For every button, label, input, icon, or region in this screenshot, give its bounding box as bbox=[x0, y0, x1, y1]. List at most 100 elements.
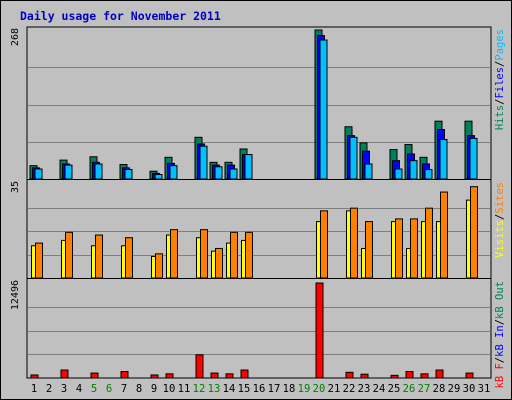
y-max-label: 12496 bbox=[10, 280, 21, 310]
legend: Hits/Files/Pages bbox=[494, 29, 506, 130]
x-tick-label: 13 bbox=[208, 383, 221, 395]
bar-sites bbox=[365, 221, 373, 279]
x-tick-label: 19 bbox=[298, 383, 311, 395]
legend-entry: Sites bbox=[494, 182, 506, 214]
legend: Visits/Sites bbox=[494, 182, 506, 258]
x-tick-label: 23 bbox=[358, 383, 371, 395]
legend: kB F/kB In/kB Out bbox=[494, 281, 506, 389]
legend-entry: / bbox=[494, 357, 506, 363]
bar-sites bbox=[155, 253, 163, 279]
bar-sites bbox=[425, 207, 433, 279]
legend-entry: Visits bbox=[494, 220, 506, 258]
x-tick-label: 12 bbox=[193, 383, 206, 395]
x-tick-label: 24 bbox=[373, 383, 386, 395]
x-tick-label: 15 bbox=[238, 383, 251, 395]
legend-entry: Hits bbox=[494, 105, 506, 130]
x-tick-label: 11 bbox=[178, 383, 191, 395]
x-tick-label: 17 bbox=[268, 383, 281, 395]
x-tick-label: 31 bbox=[478, 383, 491, 395]
bar-sites bbox=[200, 229, 208, 279]
x-tick-label: 20 bbox=[313, 383, 326, 395]
bar-sites bbox=[125, 237, 133, 279]
bar-pages bbox=[424, 169, 433, 180]
legend-entry: kB F bbox=[494, 363, 506, 388]
x-tick-label: 29 bbox=[448, 383, 461, 395]
bar-sites bbox=[65, 231, 73, 279]
x-tick-label: 18 bbox=[283, 383, 296, 395]
bar-sites bbox=[350, 207, 358, 279]
bar-pages bbox=[349, 136, 358, 180]
bar-kb-f bbox=[150, 374, 159, 379]
bar-pages bbox=[319, 39, 328, 180]
bar-sites bbox=[440, 191, 448, 279]
bar-pages bbox=[94, 163, 103, 180]
x-tick-label: 3 bbox=[61, 383, 67, 395]
bar-kb-f bbox=[345, 371, 354, 379]
x-tick-label: 1 bbox=[31, 383, 37, 395]
bar-kb-f bbox=[30, 374, 39, 379]
x-tick-label: 4 bbox=[76, 383, 82, 395]
x-tick-label: 26 bbox=[403, 383, 416, 395]
bar-kb-f bbox=[240, 369, 249, 379]
x-tick-label: 27 bbox=[418, 383, 431, 395]
legend-entry: / bbox=[494, 214, 506, 220]
bar-sites bbox=[230, 231, 238, 279]
x-tick-label: 30 bbox=[463, 383, 476, 395]
bar-kb-f bbox=[210, 372, 219, 379]
bar-pages bbox=[229, 168, 238, 180]
bar-sites bbox=[410, 218, 418, 279]
bar-kb-f bbox=[405, 371, 414, 379]
bar-kb-f bbox=[390, 374, 399, 379]
x-tick-label: 8 bbox=[136, 383, 142, 395]
legend-entry: kB In bbox=[494, 325, 506, 357]
bar-pages bbox=[169, 165, 178, 180]
x-tick-label: 7 bbox=[121, 383, 127, 395]
bar-pages bbox=[199, 145, 208, 180]
bar-pages bbox=[364, 163, 373, 180]
x-tick-label: 5 bbox=[91, 383, 97, 395]
x-tick-label: 14 bbox=[223, 383, 236, 395]
bar-sites bbox=[245, 231, 253, 279]
bar-kb-f bbox=[90, 372, 99, 379]
bar-sites bbox=[170, 229, 178, 279]
bar-pages bbox=[154, 174, 163, 180]
legend-entry: Pages bbox=[494, 29, 506, 61]
x-tick-label: 28 bbox=[433, 383, 446, 395]
bar-sites bbox=[95, 234, 103, 279]
bar-pages bbox=[409, 160, 418, 180]
bar-pages bbox=[64, 164, 73, 180]
bar-sites bbox=[395, 218, 403, 279]
bar-pages bbox=[439, 139, 448, 180]
bar-kb-f bbox=[120, 371, 129, 379]
x-tick-label: 9 bbox=[151, 383, 157, 395]
plot-area bbox=[26, 26, 492, 379]
x-tick-label: 16 bbox=[253, 383, 266, 395]
y-max-label: 35 bbox=[10, 181, 21, 193]
bar-pages bbox=[394, 168, 403, 180]
bar-kb-f bbox=[60, 369, 69, 379]
bar-pages bbox=[34, 168, 43, 180]
bar-sites bbox=[320, 210, 328, 279]
bar-kb-f bbox=[465, 372, 474, 379]
bar-kb-f bbox=[435, 369, 444, 379]
legend-entry: kB Out bbox=[494, 281, 506, 319]
x-tick-label: 25 bbox=[388, 383, 401, 395]
y-max-label: 268 bbox=[10, 28, 21, 46]
bar-sites bbox=[35, 242, 43, 279]
legend-entry: / bbox=[494, 319, 506, 325]
x-tick-label: 21 bbox=[328, 383, 341, 395]
legend-entry: Files bbox=[494, 67, 506, 99]
bar-kb-f bbox=[195, 354, 204, 379]
x-tick-label: 10 bbox=[163, 383, 176, 395]
legend-entry: / bbox=[494, 61, 506, 67]
bar-kb-f bbox=[165, 373, 174, 379]
bar-pages bbox=[124, 169, 133, 180]
bar-sites bbox=[470, 186, 478, 279]
bar-kb-f bbox=[420, 373, 429, 379]
bar-sites bbox=[215, 247, 223, 279]
x-tick-label: 2 bbox=[46, 383, 52, 395]
bar-pages bbox=[214, 166, 223, 180]
bar-kb-f bbox=[225, 373, 234, 379]
